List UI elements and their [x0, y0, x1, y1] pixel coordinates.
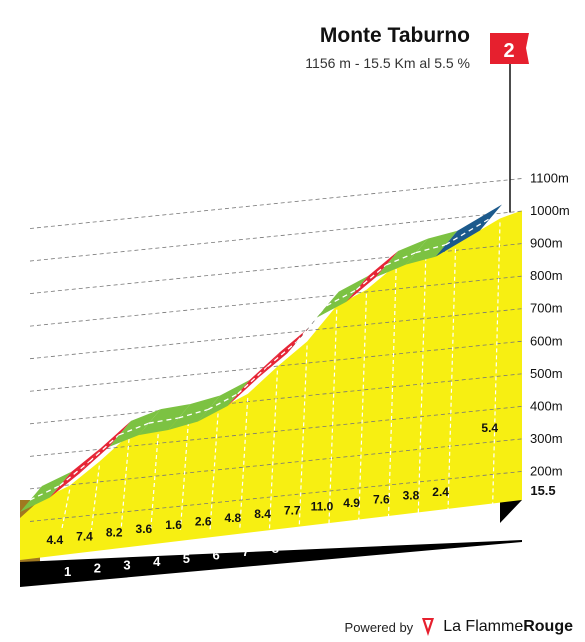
km-line [417, 256, 427, 531]
km-label: 15.5 [530, 483, 555, 498]
km-line [491, 222, 501, 531]
y-tick-label: 200m [530, 463, 563, 478]
y-tick-label: 900m [530, 236, 563, 251]
km-label: 6 [212, 548, 219, 563]
km-line [120, 438, 130, 531]
km-label: 8 [272, 541, 279, 556]
gradient-label: 7.6 [373, 492, 390, 506]
centerline [207, 393, 239, 411]
flag-icon [490, 33, 529, 64]
gradient-segment [20, 471, 72, 512]
y-tick-label: 400m [530, 398, 563, 413]
gridline [29, 275, 523, 327]
y-tick-label: 1000m [530, 203, 570, 218]
brand-name: La FlammeRouge [443, 618, 573, 636]
km-line [387, 268, 397, 531]
gradient-label: 2.6 [195, 515, 212, 529]
flag-label: 2 [503, 40, 514, 62]
brand-suffix: Rouge [523, 618, 573, 635]
km-line [357, 293, 368, 531]
km-line [446, 248, 457, 531]
km-label: 10 [328, 534, 342, 549]
centerline [266, 340, 298, 368]
km-label: 13 [417, 524, 431, 539]
y-tick-label: 1100m [530, 171, 569, 186]
gradient-label: 4.4 [46, 533, 63, 547]
centerline [296, 305, 328, 342]
km-label: 14 [446, 521, 461, 536]
gradient-label: 5.4 [481, 421, 498, 435]
profile-fill [20, 210, 522, 560]
km-label: 11 [358, 531, 372, 546]
gridline [29, 438, 523, 490]
km-band [20, 540, 522, 587]
y-tick-label: 500m [530, 366, 563, 381]
gradient-label: 4.8 [225, 511, 242, 525]
y-tick-label: 800m [530, 268, 563, 283]
gridline [29, 340, 523, 392]
y-tick-label: 700m [530, 301, 563, 316]
y-tick-label: 600m [530, 333, 563, 348]
gradient-segment [376, 238, 428, 277]
km-label: 5 [183, 551, 190, 566]
gradient-label: 7.7 [284, 503, 301, 517]
gradient-label: 1.6 [165, 518, 182, 532]
centerline [88, 434, 120, 463]
gridline [29, 308, 523, 360]
km-label: 3 [123, 557, 130, 572]
gridline [29, 243, 523, 294]
km-label: 7 [242, 544, 249, 559]
gradient-label: 8.2 [106, 526, 123, 540]
gradient-label: 7.4 [76, 529, 93, 543]
gradient-segment [109, 409, 161, 447]
flame-logo-icon [421, 618, 435, 636]
gridline [29, 405, 523, 457]
powered-by-label: Powered by [344, 619, 414, 635]
climb-title: Monte Taburno [319, 24, 470, 47]
km-label: 2 [94, 561, 101, 576]
gradient-label: 2.4 [432, 485, 449, 499]
centerline [326, 289, 357, 307]
km-line [209, 413, 219, 531]
km-line [328, 309, 338, 531]
y-tick-label: 300m [530, 431, 563, 446]
centerline [29, 485, 60, 501]
km-label: 12 [387, 528, 401, 543]
gridline [29, 178, 523, 229]
gradient-label: 4.9 [343, 496, 360, 510]
km-label: 1 [64, 564, 71, 579]
gradient-label: 3.8 [403, 489, 420, 503]
footer: Powered by La FlammeRouge [345, 618, 573, 636]
km-line [239, 397, 249, 531]
centerline [356, 264, 387, 291]
gradient-segment [138, 403, 191, 436]
gradient-segment [405, 230, 458, 265]
km-line [298, 345, 308, 531]
km-label: 9 [301, 538, 308, 553]
brand-prefix: La Flamme [443, 618, 524, 635]
centerline [237, 366, 268, 395]
gradient-label: 11.0 [311, 500, 334, 514]
km-line [150, 427, 160, 531]
climb-subtitle: 1156 m - 15.5 Km al 5.5 % [305, 55, 470, 71]
centerline [59, 461, 90, 487]
gradient-label: 3.6 [136, 522, 153, 536]
gradient-label: 8.4 [254, 507, 271, 521]
km-label: 4 [153, 554, 161, 569]
km-line [90, 465, 100, 531]
gridline [29, 210, 523, 262]
gradient-segment [168, 395, 221, 430]
gridline [29, 471, 523, 522]
km-line [268, 370, 279, 531]
